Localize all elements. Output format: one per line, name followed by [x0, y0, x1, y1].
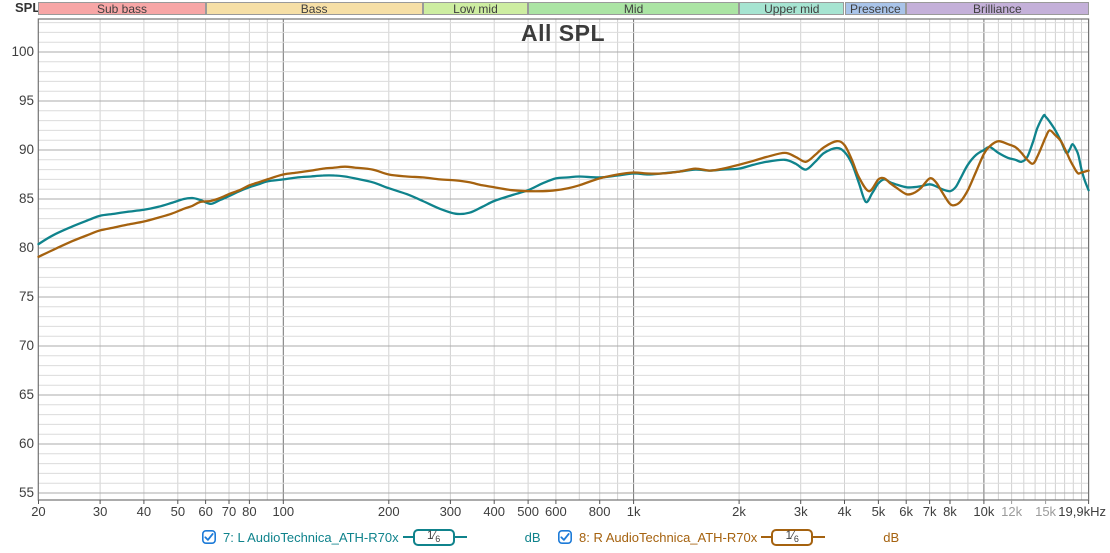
spl-axis-corner-label: SPL	[15, 0, 41, 15]
spl-curve-left	[37, 113, 1090, 246]
band-label: Upper mid	[764, 1, 820, 16]
x-tick-label-2k: 2k	[732, 504, 746, 519]
smoothing-denominator: 6	[435, 533, 441, 544]
y-tick-label: 70	[18, 338, 34, 353]
smoothing-line-stub	[402, 536, 413, 538]
band-label: Bass	[300, 1, 328, 16]
x-tick-label-50: 50	[170, 504, 186, 519]
smoothing-control[interactable]: 1⁄ 6	[402, 528, 467, 546]
band-label: Brilliance	[973, 1, 1022, 16]
x-tick-label-70: 70	[221, 504, 237, 519]
band-label: Low mid	[453, 1, 498, 16]
smoothing-control[interactable]: 1⁄ 6	[761, 528, 826, 546]
y-tick-label: 80	[18, 240, 34, 255]
measurement-label[interactable]: 7: L AudioTechnica_ATH-R70x	[223, 529, 399, 545]
x-tick-label-80: 80	[242, 504, 257, 519]
band-low-mid: Low mid	[422, 1, 529, 16]
x-tick-label-199kHz: 19,9kHz	[1058, 504, 1106, 519]
band-bass: Bass	[205, 1, 423, 16]
x-tick-label-5k: 5k	[871, 504, 886, 519]
y-tick-label: 90	[18, 142, 34, 157]
smoothing-denominator: 6	[793, 533, 799, 544]
plot-border	[37, 18, 1090, 501]
x-tick-label-40: 40	[136, 504, 152, 519]
legend-item-right-channel[interactable]: 8: R AudioTechnica_ATH-R70x 1⁄ 6 dB	[558, 527, 899, 547]
legend-item-left-channel[interactable]: 7: L AudioTechnica_ATH-R70x 1⁄ 6 dB	[202, 527, 541, 547]
legend-bar: 7: L AudioTechnica_ATH-R70x 1⁄ 6 dB 8: R …	[0, 527, 1110, 549]
band-label: Sub bass	[96, 1, 148, 16]
smoothing-line-stub	[813, 536, 826, 538]
band-presence: Presence	[844, 1, 907, 16]
band-mid: Mid	[528, 1, 740, 16]
smoothing-numerator: 1⁄	[785, 530, 794, 543]
y-tick-label: 60	[18, 436, 34, 451]
x-tick-marks	[38, 500, 1090, 504]
y-tick-label: 100	[11, 44, 34, 59]
band-sub-bass: Sub bass	[38, 1, 206, 16]
x-tick-label-6k: 6k	[899, 504, 914, 519]
x-tick-label-3k: 3k	[793, 504, 808, 519]
gridlines	[38, 19, 1089, 500]
x-tick-label-10k: 10k	[973, 504, 995, 519]
x-tick-label-200: 200	[377, 504, 400, 519]
smoothing-value-box[interactable]: 1⁄ 6	[412, 528, 455, 546]
measurement-label[interactable]: 8: R AudioTechnica_ATH-R70x	[579, 529, 758, 545]
x-tick-label-500: 500	[517, 504, 539, 519]
y-tick-label: 55	[18, 485, 34, 500]
spl-curve-right	[37, 129, 1090, 258]
checkbox-checked-icon[interactable]	[202, 530, 216, 544]
x-tick-label-4k: 4k	[837, 504, 852, 519]
y-tick-label: 75	[18, 289, 34, 304]
band-brilliance: Brilliance	[906, 1, 1089, 16]
y-tick-label: 65	[18, 387, 34, 402]
chart-title: All SPL	[520, 20, 605, 46]
smoothing-numerator: 1⁄	[426, 530, 436, 543]
x-tick-label-12k: 12k	[1001, 504, 1023, 519]
checkbox-checked-icon[interactable]	[558, 530, 572, 544]
x-tick-label-100: 100	[272, 504, 295, 519]
band-upper-mid: Upper mid	[739, 1, 845, 16]
x-tick-label-300: 300	[439, 504, 462, 519]
x-tick-label-7k: 7k	[922, 504, 937, 519]
x-tick-label-20: 20	[31, 504, 46, 519]
x-tick-label-30: 30	[92, 504, 108, 519]
band-label: Presence	[849, 1, 901, 16]
y-tick-label: 95	[18, 93, 34, 108]
x-tick-label-15k: 15k	[1035, 504, 1057, 519]
x-tick-label-8k: 8k	[943, 504, 957, 519]
x-tick-label-1k: 1k	[626, 504, 641, 519]
smoothing-line-stub	[454, 536, 467, 538]
x-tick-label-800: 800	[588, 504, 611, 519]
smoothing-line-stub	[761, 536, 772, 538]
unit-label: dB	[524, 529, 541, 545]
x-tick-label-60: 60	[198, 504, 213, 519]
y-tick-label: 85	[18, 191, 34, 206]
unit-label: dB	[883, 529, 900, 545]
x-tick-label-400: 400	[483, 504, 506, 519]
smoothing-value-box[interactable]: 1⁄ 6	[771, 528, 814, 546]
band-label: Mid	[623, 1, 644, 16]
x-tick-label-600: 600	[545, 504, 567, 519]
